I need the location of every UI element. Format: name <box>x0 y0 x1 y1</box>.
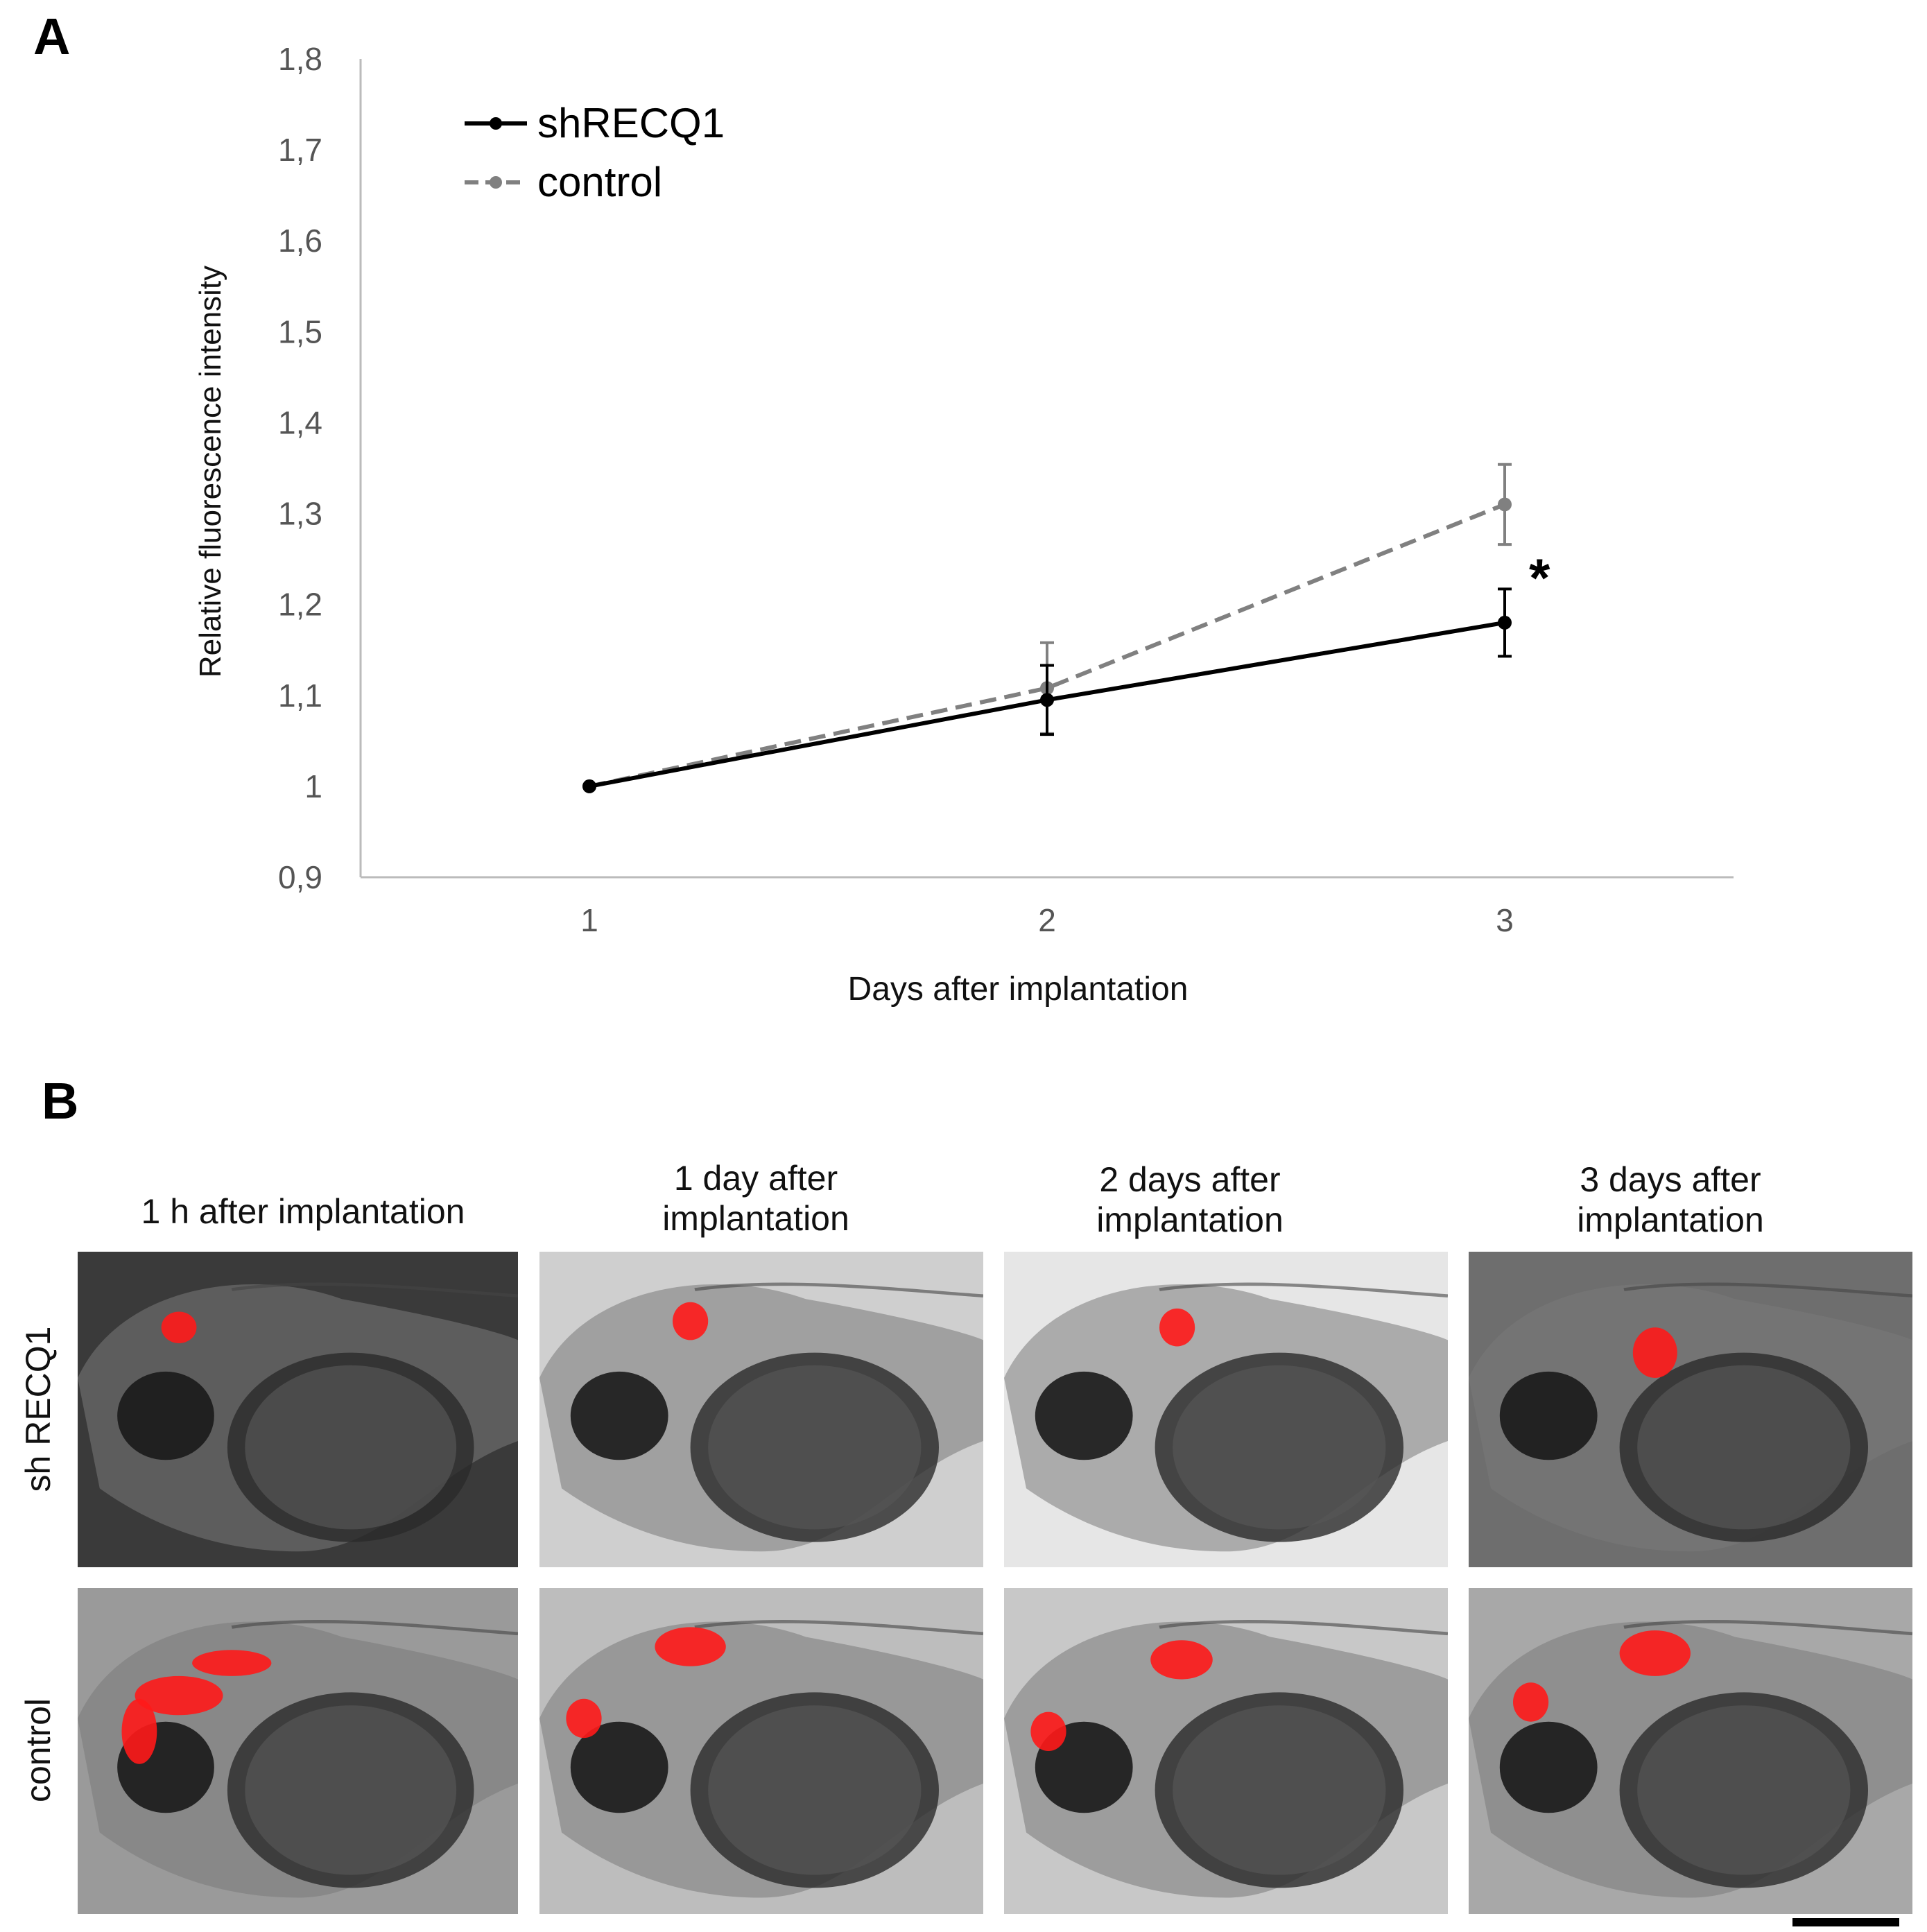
series-line-control <box>589 502 1506 788</box>
y-tick-label: 0,9 <box>278 859 322 895</box>
data-point-shRECQ1 <box>1040 693 1054 707</box>
panel-a-label: A <box>33 8 71 65</box>
chart-annotations: * <box>1529 547 1550 608</box>
line-chart: 0,9 1 1,1 1,2 1,3 1,4 1,5 1,6 1,7 1,8 1 2 3 Relativ… <box>193 41 1734 1008</box>
x-tick-label: 3 <box>1496 902 1514 938</box>
y-tick-label: 1,7 <box>278 132 322 168</box>
y-tick-label: 1,1 <box>278 678 322 714</box>
y-tick-label: 1,4 <box>278 404 322 440</box>
chart-series <box>582 463 1512 793</box>
data-point-control <box>1498 497 1512 512</box>
embryo-image <box>78 1588 518 1914</box>
embryo-image <box>539 1588 983 1914</box>
legend-label-shRECQ1: shRECQ1 <box>537 100 725 146</box>
legend-marker-shRECQ1 <box>490 117 502 130</box>
legend-marker-control <box>490 176 502 189</box>
column-title: 1 h after implantation <box>141 1192 465 1231</box>
data-point-shRECQ1 <box>582 779 596 793</box>
scale-bar <box>1792 1918 1899 1926</box>
significance-star: * <box>1529 547 1550 608</box>
x-axis-label: Days after implantation <box>848 971 1189 1008</box>
x-tick-labels: 1 2 3 <box>580 902 1514 938</box>
column-title: 2 days after implantation <box>1096 1160 1284 1239</box>
row-label: control <box>19 1698 58 1803</box>
chart-legend: shRECQ1 control <box>465 100 725 205</box>
x-tick-label: 2 <box>1038 902 1056 938</box>
column-title: 1 day after implantation <box>662 1159 849 1238</box>
data-point-shRECQ1 <box>1498 615 1512 630</box>
y-tick-label: 1 <box>304 768 322 804</box>
y-tick-label: 1,8 <box>278 41 322 77</box>
x-tick-label: 1 <box>580 902 598 938</box>
column-title: 3 days after implantation <box>1577 1160 1764 1239</box>
y-tick-label: 1,5 <box>278 313 322 350</box>
row-label: sh RECQ1 <box>19 1326 58 1492</box>
y-tick-label: 1,3 <box>278 496 322 532</box>
chart-axes <box>359 59 1734 879</box>
y-tick-label: 1,2 <box>278 587 322 623</box>
y-tick-labels: 0,9 1 1,1 1,2 1,3 1,4 1,5 1,6 1,7 1,8 <box>278 41 322 895</box>
panel-b-label: B <box>42 1072 79 1130</box>
legend-label-control: control <box>537 159 662 205</box>
y-axis-label: Relative fluorescence intensity <box>193 266 227 678</box>
embryo-image <box>1469 1588 1912 1914</box>
embryo-image <box>539 1252 983 1567</box>
embryo-image <box>1004 1252 1448 1567</box>
embryo-image <box>78 1252 518 1567</box>
embryo-image <box>1004 1588 1448 1914</box>
y-tick-label: 1,6 <box>278 223 322 259</box>
embryo-image <box>1469 1252 1912 1567</box>
